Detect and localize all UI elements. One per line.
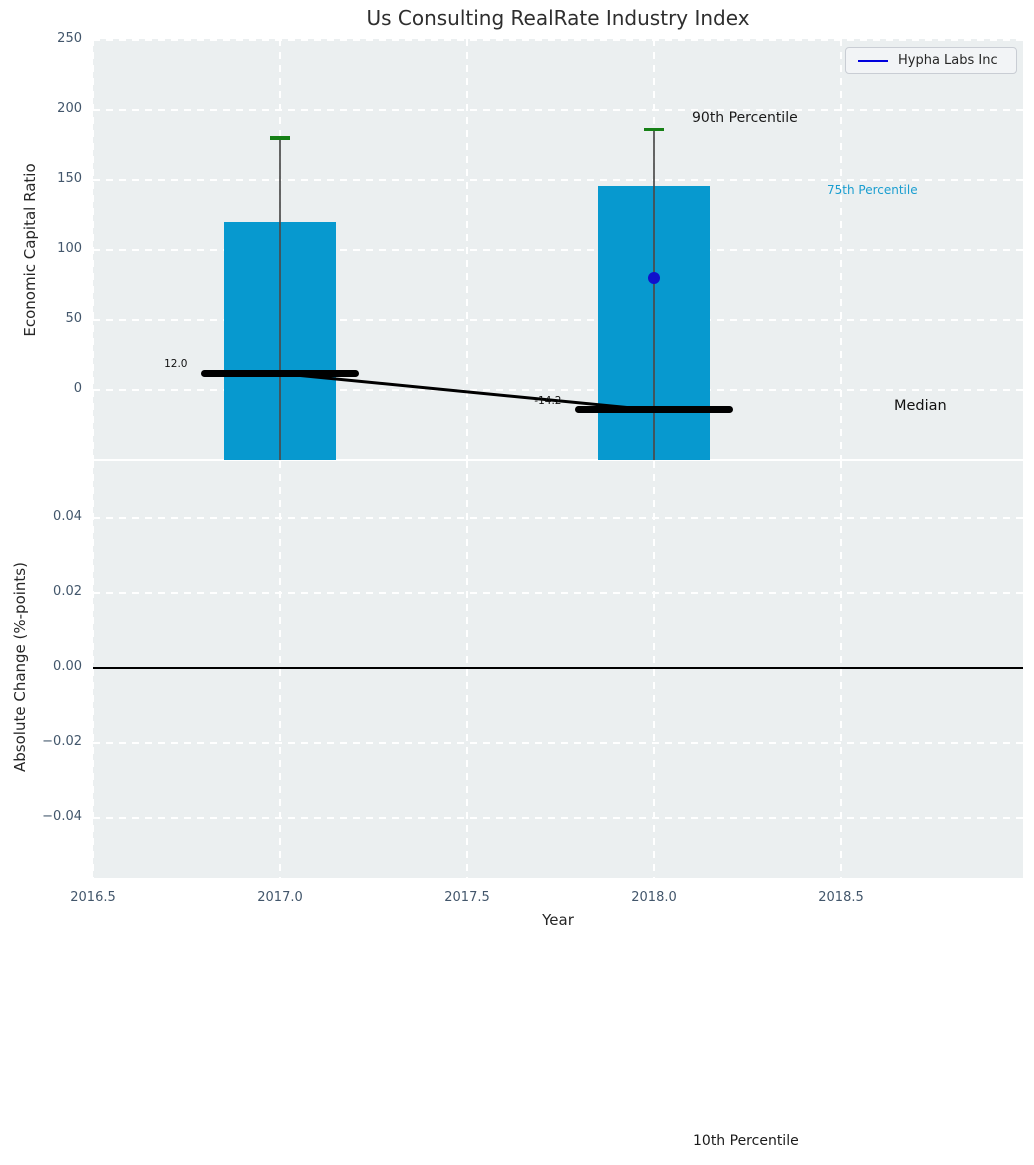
bottom-plot-area <box>93 461 1023 878</box>
y-tick-label: 150 <box>57 171 82 186</box>
subplot-separator <box>93 459 1023 461</box>
y-tick-label: 0 <box>73 381 82 396</box>
x-tick-label: 2016.5 <box>70 890 116 905</box>
median-line <box>575 406 733 414</box>
zero-line <box>93 667 1023 669</box>
legend: Hypha Labs Inc <box>845 47 1017 74</box>
annotation-90th-percentile: 90th Percentile <box>692 110 798 126</box>
gridline-horizontal <box>93 517 1023 519</box>
gridline-horizontal <box>93 817 1023 819</box>
x-axis-label: Year <box>542 911 574 929</box>
y-tick-label: 0.02 <box>53 584 82 599</box>
median-line <box>201 369 359 377</box>
gridline-vertical <box>653 461 655 878</box>
percentile-whisker <box>653 129 655 460</box>
gridline-vertical <box>840 461 842 878</box>
gridline-vertical <box>279 461 281 878</box>
gridline-horizontal <box>93 389 1023 391</box>
gridline-vertical <box>466 39 468 459</box>
percentile-whisker <box>279 138 281 460</box>
chart-title: Us Consulting RealRate Industry Index <box>366 6 750 30</box>
x-tick-label: 2017.5 <box>444 890 490 905</box>
y-tick-label: 50 <box>65 311 82 326</box>
median-value-label: 12.0 <box>164 358 188 371</box>
gridline-vertical <box>92 461 94 878</box>
legend-label: Hypha Labs Inc <box>898 53 998 68</box>
y-tick-label: 200 <box>57 101 82 116</box>
gridline-horizontal <box>93 39 1023 41</box>
x-tick-label: 2017.0 <box>257 890 303 905</box>
y-tick-label: 100 <box>57 241 82 256</box>
median-value-label: -14.2 <box>534 394 562 407</box>
annotation-75th-percentile: 75th Percentile <box>827 183 918 197</box>
company-point <box>648 272 660 284</box>
gridline-horizontal <box>93 592 1023 594</box>
gridline-horizontal <box>93 319 1023 321</box>
annotation-10th-percentile: 10th Percentile <box>693 1133 799 1149</box>
x-tick-label: 2018.0 <box>631 890 677 905</box>
gridline-vertical <box>840 39 842 459</box>
gridline-horizontal <box>93 249 1023 251</box>
gridline-vertical <box>92 39 94 459</box>
annotation-median: Median <box>894 398 947 414</box>
whisker-cap-90th <box>644 127 664 132</box>
y-tick-label: −0.04 <box>42 809 82 824</box>
gridline-horizontal <box>93 179 1023 181</box>
gridline-horizontal <box>93 109 1023 111</box>
y-tick-label: −0.02 <box>42 734 82 749</box>
y-tick-label: 0.04 <box>53 509 82 524</box>
y-tick-label: 0.00 <box>53 659 82 674</box>
gridline-vertical <box>466 461 468 878</box>
legend-line-sample-icon <box>858 59 888 62</box>
y-tick-label: 250 <box>57 31 82 46</box>
x-tick-label: 2018.5 <box>818 890 864 905</box>
whisker-cap-90th <box>270 136 290 140</box>
gridline-horizontal <box>93 742 1023 744</box>
